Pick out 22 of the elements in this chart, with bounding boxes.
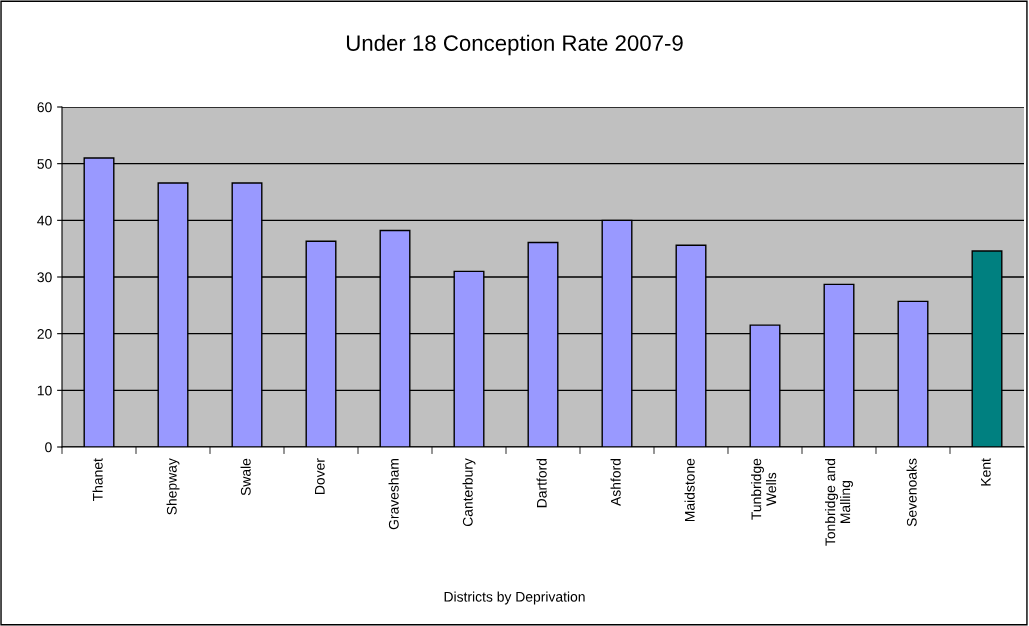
x-tick-label: Dartford <box>536 459 547 508</box>
x-tick-label: Dover <box>315 458 325 495</box>
y-tick-label: 30 <box>37 272 52 283</box>
y-tick-label: 60 <box>37 102 52 113</box>
x-axis-title: Districts by Deprivation <box>444 591 585 605</box>
x-tick-label: Gravesham <box>388 459 399 530</box>
x-tick-label: Canterbury <box>462 458 476 527</box>
x-tick-label: Sevenoaks <box>906 458 917 527</box>
x-tick-label: Maidstone <box>684 458 695 522</box>
chart-title: Under 18 Conception Rate 2007-9 <box>346 34 683 56</box>
x-tick-label: Thanet <box>92 458 103 502</box>
y-tick-label: 10 <box>37 385 52 396</box>
x-tick-label: Tunbridge Wells <box>751 458 777 520</box>
y-tick-label: 20 <box>37 329 52 339</box>
x-tick-label: Ashford <box>610 459 621 506</box>
x-tick-label: Kent <box>981 458 991 486</box>
y-tick-label: 50 <box>37 159 52 169</box>
x-tick-label: Shepway <box>166 458 180 515</box>
y-tick-label: 40 <box>37 215 52 226</box>
x-tick-label: Tonbridge and Malling <box>825 459 853 546</box>
x-tick-label: Swale <box>240 458 251 496</box>
y-tick-label: 0 <box>45 442 52 453</box>
